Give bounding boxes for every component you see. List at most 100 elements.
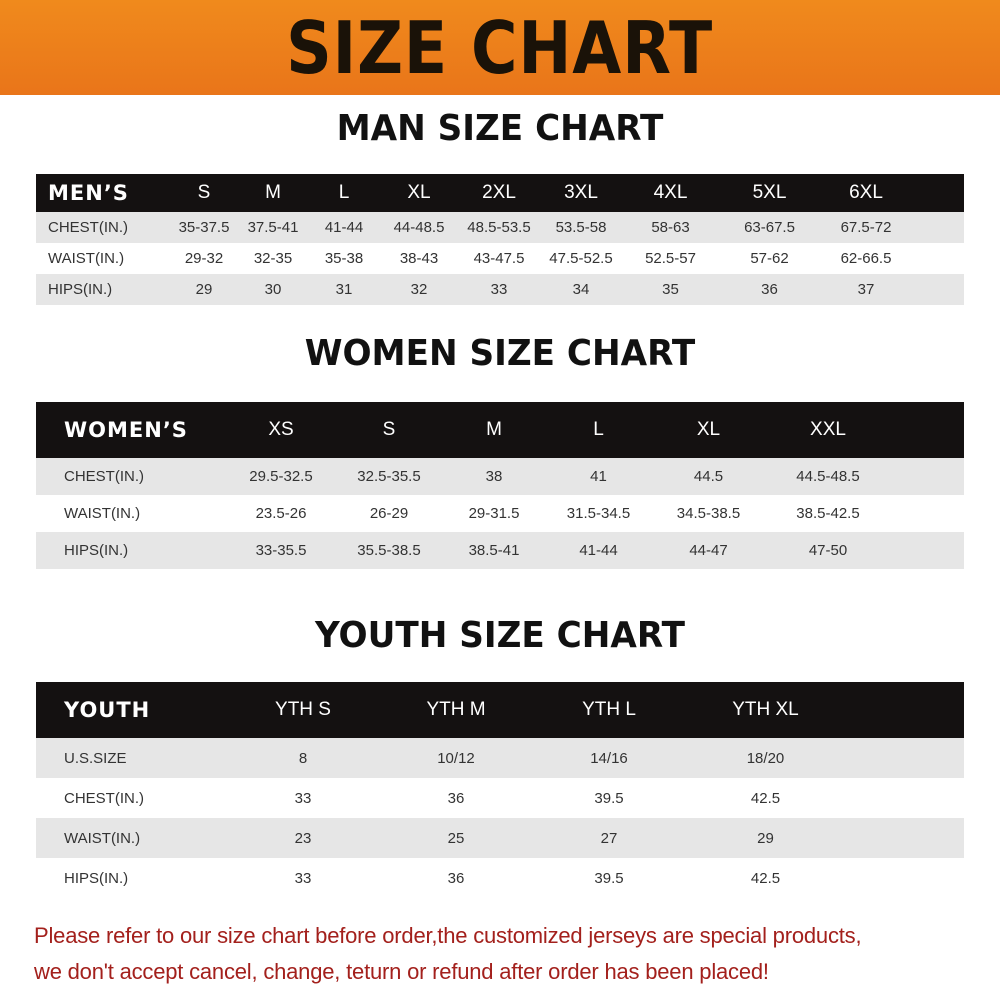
row-label: WAIST(IN.) — [64, 829, 141, 847]
table-cell: 29-31.5 — [468, 505, 520, 522]
table-cell: 10/12 — [437, 749, 475, 767]
table-cell: 42.5 — [750, 789, 781, 807]
table-cell: 57-62 — [750, 250, 789, 267]
page-title: SIZE CHART — [286, 5, 714, 90]
table-cell: YTH XL — [732, 699, 799, 720]
row-label: WAIST(IN.) — [64, 505, 141, 522]
youth-size-table: YOUTH YTH S YTH M YTH L YTH XL U.S.SIZE 8 10/12… — [36, 682, 964, 898]
table-cell: 38 — [485, 468, 503, 485]
table-cell: 39.5 — [594, 869, 624, 887]
table-cell: 48.5-53.5 — [467, 219, 531, 236]
table-cell: 58-63 — [651, 219, 690, 236]
table-cell: 67.5-72 — [840, 219, 892, 236]
table-cell: M — [486, 419, 502, 440]
row-label: MEN’S — [48, 181, 129, 205]
table-cell: 29 — [195, 281, 213, 298]
table-cell: S — [382, 419, 396, 440]
table-cell: 27 — [600, 829, 618, 847]
table-cell: 6XL — [849, 182, 883, 203]
table-cell: 8 — [298, 749, 308, 767]
table-cell: 38.5-42.5 — [796, 505, 860, 522]
table-cell: 37 — [857, 281, 875, 298]
table-cell: 63-67.5 — [744, 219, 795, 236]
table-cell: L — [593, 419, 604, 440]
table-cell: 41-44 — [579, 542, 618, 559]
table-cell: 30 — [264, 281, 282, 298]
youth-section-title: YOUTH SIZE CHART — [315, 615, 685, 656]
table-cell: 18/20 — [746, 749, 785, 767]
table-cell: 39.5 — [594, 789, 624, 807]
table-cell: 33 — [294, 789, 312, 807]
table-row: WAIST(IN.) 23 25 27 29 — [36, 818, 964, 858]
table-cell: 41 — [590, 468, 607, 485]
table-row: WAIST(IN.) 29-32 32-35 35-38 38-43 43-47.5 47.… — [36, 243, 964, 274]
table-row: HIPS(IN.) 33-35.5 35.5-38.5 38.5-41 41-44 44-… — [36, 532, 964, 569]
table-row: CHEST(IN.) 33 36 39.5 42.5 — [36, 778, 964, 818]
size-chart-banner: SIZE CHART — [0, 0, 1000, 95]
row-label: WOMEN’S — [64, 418, 188, 442]
table-cell: 33 — [490, 281, 508, 298]
table-row: CHEST(IN.) 35-37.5 37.5-41 41-44 44-48.5 48.5… — [36, 212, 964, 243]
table-cell: M — [265, 182, 281, 203]
table-cell: 33-35.5 — [255, 542, 307, 559]
table-cell: 44.5-48.5 — [796, 468, 860, 485]
table-cell: 31.5-34.5 — [566, 505, 631, 522]
row-label: HIPS(IN.) — [64, 542, 129, 559]
table-cell: 37.5-41 — [247, 219, 299, 236]
table-cell: YTH S — [275, 699, 331, 720]
table-cell: XS — [268, 419, 294, 440]
table-cell: 35-37.5 — [178, 219, 230, 236]
women-size-table: WOMEN’S XS S M L XL XXL CHEST(IN.) 29.5-32.5 32.5… — [36, 402, 964, 569]
table-cell: 38.5-41 — [468, 542, 520, 559]
notice-line-1: Please refer to our size chart before or… — [34, 923, 862, 948]
notice-line-2: we don't accept cancel, change, teturn o… — [34, 959, 769, 984]
table-cell: 2XL — [482, 182, 516, 203]
table-cell: 43-47.5 — [473, 250, 525, 267]
table-cell: 25 — [447, 829, 465, 847]
table-cell: 3XL — [564, 182, 598, 203]
row-label: CHEST(IN.) — [64, 468, 144, 485]
table-cell: L — [338, 182, 350, 203]
table-row: U.S.SIZE 8 10/12 14/16 18/20 — [36, 738, 964, 778]
table-cell: 34 — [572, 281, 590, 298]
table-cell: YTH L — [582, 699, 636, 720]
table-cell: 38-43 — [399, 250, 439, 267]
men-size-table: MEN’S S M L XL 2XL 3XL 4XL 5XL 6XL CHEST(IN.) 35-37… — [36, 174, 964, 305]
table-cell: 47.5-52.5 — [549, 250, 613, 267]
table-cell: 35.5-38.5 — [357, 542, 421, 559]
women-section-title: WOMEN SIZE CHART — [304, 333, 696, 374]
table-cell: 31 — [335, 281, 353, 298]
table-cell: 32-35 — [253, 250, 293, 267]
table-cell: XL — [407, 182, 431, 203]
row-label: YOUTH — [64, 698, 151, 722]
table-row: HIPS(IN.) 33 36 39.5 42.5 — [36, 858, 964, 898]
row-label: HIPS(IN.) — [64, 869, 129, 887]
table-cell: XXL — [810, 419, 846, 440]
table-cell: 5XL — [752, 182, 787, 203]
table-cell: 36 — [447, 789, 465, 807]
row-label: CHEST(IN.) — [64, 789, 144, 807]
table-cell: 36 — [761, 281, 778, 298]
table-cell: 42.5 — [750, 869, 781, 887]
table-cell: 14/16 — [590, 749, 628, 767]
table-cell: 29-32 — [184, 250, 224, 267]
table-cell: 4XL — [653, 182, 688, 203]
table-cell: 44-47 — [689, 542, 728, 559]
table-cell: 26-29 — [369, 505, 409, 522]
table-cell: 35 — [662, 281, 679, 298]
table-cell: 62-66.5 — [840, 250, 892, 267]
table-cell: 32 — [410, 281, 428, 298]
table-cell: 41-44 — [324, 219, 364, 236]
row-label: WAIST(IN.) — [48, 250, 125, 267]
table-cell: 44-48.5 — [393, 219, 445, 236]
table-cell: S — [197, 182, 211, 203]
table-cell: 44.5 — [693, 468, 724, 485]
table-header-row: YOUTH YTH S YTH M YTH L YTH XL — [36, 682, 964, 738]
table-cell: 33 — [294, 869, 312, 887]
table-cell: 52.5-57 — [645, 250, 696, 267]
table-cell: 34.5-38.5 — [676, 505, 741, 522]
table-header-row: WOMEN’S XS S M L XL XXL — [36, 402, 964, 458]
table-cell: 47-50 — [808, 542, 848, 559]
table-cell: 23.5-26 — [255, 505, 307, 522]
table-cell: XL — [696, 419, 721, 440]
